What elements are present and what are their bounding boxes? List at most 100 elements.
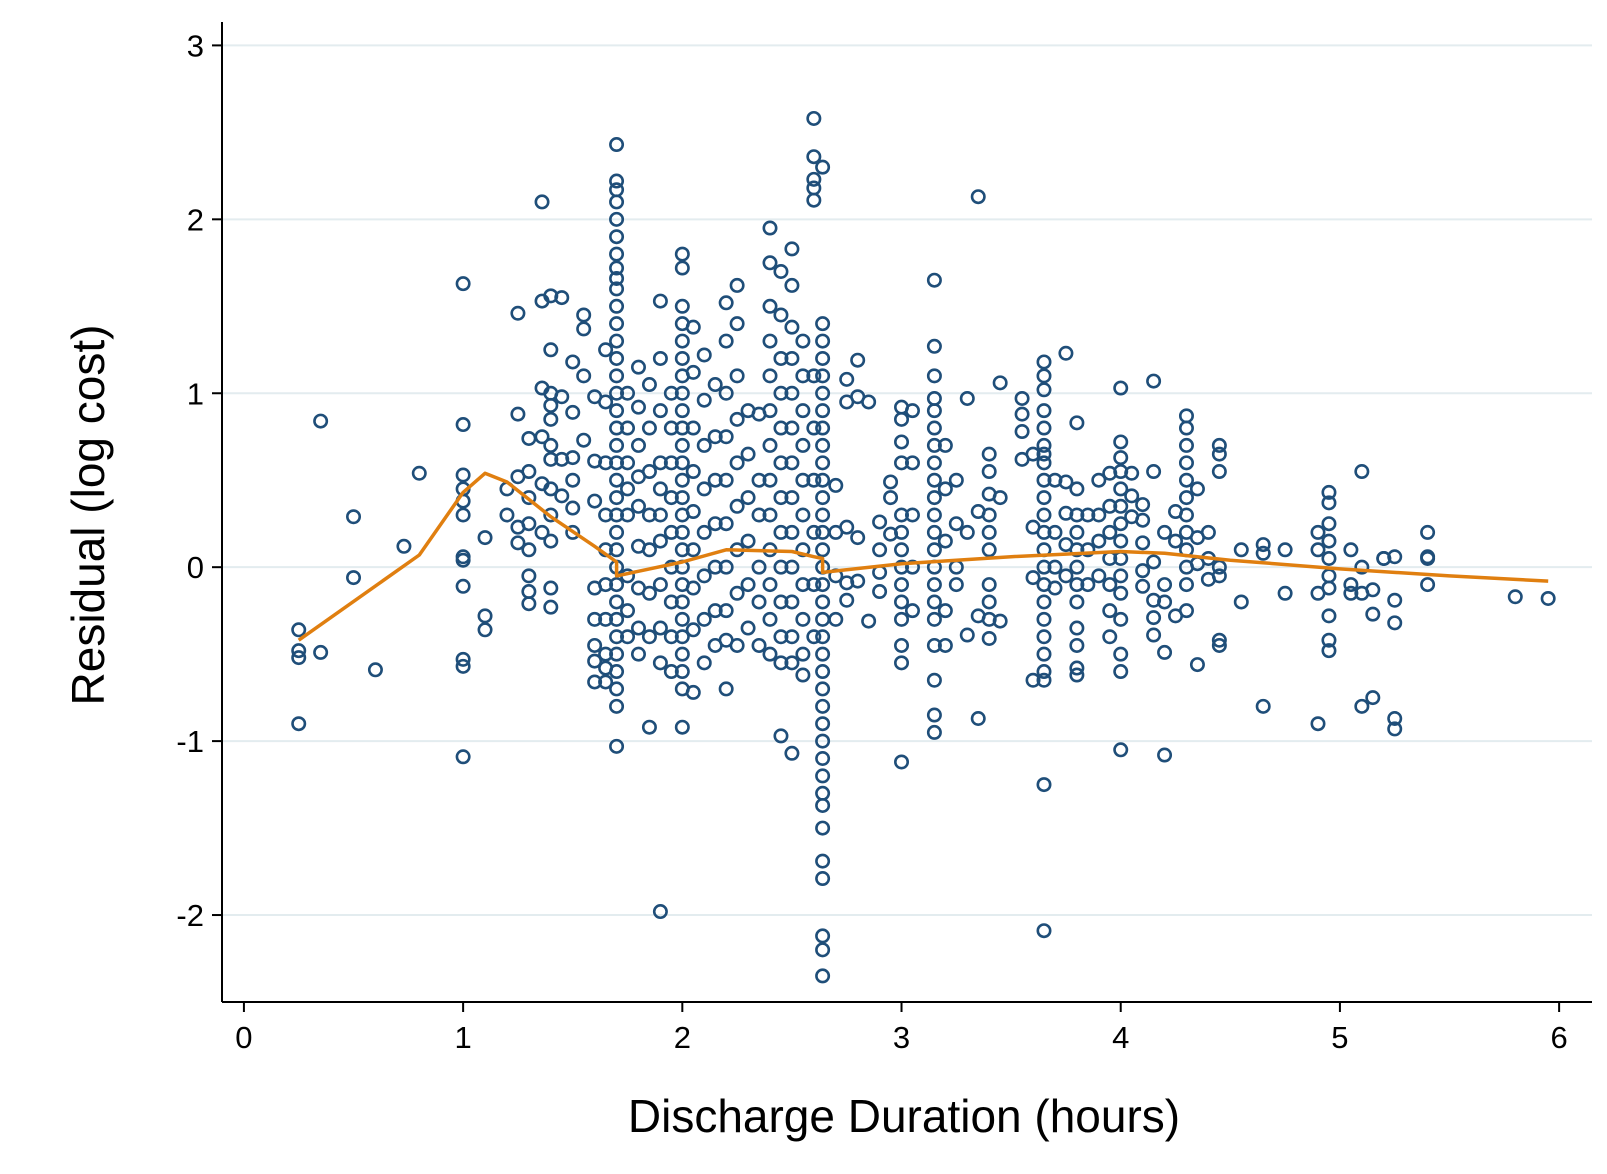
- scatter-point: [1036, 507, 1052, 523]
- scatter-point: [751, 507, 767, 523]
- scatter-point: [598, 674, 614, 690]
- scatter-point: [784, 455, 800, 471]
- scatter-point: [598, 646, 614, 662]
- scatter-point: [1387, 721, 1403, 737]
- scatter-point: [1135, 563, 1151, 579]
- scatter-point: [1113, 611, 1129, 627]
- scatter-point: [981, 577, 997, 593]
- scatter-point: [521, 542, 537, 558]
- scatter-point: [587, 674, 603, 690]
- scatter-point: [948, 516, 964, 532]
- scatter-point: [1310, 716, 1326, 732]
- scatter-point: [565, 354, 581, 370]
- scatter-point: [641, 542, 657, 558]
- scatter-point: [674, 611, 690, 627]
- scatter-point: [981, 594, 997, 610]
- scatter-point: [609, 524, 625, 540]
- scatter-point: [926, 672, 942, 688]
- scatter-point: [1036, 777, 1052, 793]
- scatter-point: [674, 420, 690, 436]
- scatter-point: [620, 385, 636, 401]
- scatter-point: [1387, 549, 1403, 565]
- scatter-point: [815, 420, 831, 436]
- scatter-point: [773, 594, 789, 610]
- scatter-point: [1036, 354, 1052, 370]
- scatter-point: [926, 338, 942, 354]
- scatter-point: [1124, 488, 1140, 504]
- scatter-point: [521, 464, 537, 480]
- scatter-point: [1255, 545, 1271, 561]
- scatter-point: [554, 290, 570, 306]
- scatter-point: [1135, 497, 1151, 513]
- scatter-point: [1113, 450, 1129, 466]
- scatter-point: [346, 570, 362, 586]
- scatter-point: [904, 507, 920, 523]
- scatter-point: [1189, 657, 1205, 673]
- scatter-point: [773, 490, 789, 506]
- scatter-point: [598, 394, 614, 410]
- scatter-point: [685, 622, 701, 638]
- scatter-point: [981, 630, 997, 646]
- scatter-point: [828, 611, 844, 627]
- scatter-point: [663, 490, 679, 506]
- scatter-point: [609, 182, 625, 198]
- scatter-point: [740, 533, 756, 549]
- scatter-point: [652, 655, 668, 671]
- scatter-point: [630, 620, 646, 636]
- scatter-point: [696, 524, 712, 540]
- scatter-point: [674, 403, 690, 419]
- scatter-point: [1124, 465, 1140, 481]
- scatter-point: [762, 220, 778, 236]
- scatter-point: [1255, 537, 1271, 553]
- scatter-point: [806, 192, 822, 208]
- scatter-point: [926, 707, 942, 723]
- scatter-point: [1036, 611, 1052, 627]
- scatter-point: [620, 481, 636, 497]
- scatter-point: [784, 629, 800, 645]
- scatter-point: [1135, 578, 1151, 594]
- scatter-point: [1146, 610, 1162, 626]
- scatter-point: [981, 446, 997, 462]
- scatter-point: [1255, 698, 1271, 714]
- scatter-point: [598, 455, 614, 471]
- scatter-point: [609, 270, 625, 286]
- scatter-point: [815, 403, 831, 419]
- scatter-point: [1387, 592, 1403, 608]
- scatter-point: [521, 568, 537, 584]
- scatter-point: [784, 277, 800, 293]
- scatter-point: [685, 420, 701, 436]
- scatter-point: [795, 542, 811, 558]
- scatter-point: [1014, 424, 1030, 440]
- scatter-point: [609, 472, 625, 488]
- scatter-point: [926, 542, 942, 558]
- scatter-point: [576, 307, 592, 323]
- scatter-point: [1036, 672, 1052, 688]
- scatter-point: [1354, 698, 1370, 714]
- scatter-point: [1113, 380, 1129, 396]
- scatter-point: [609, 738, 625, 754]
- scatter-point: [630, 437, 646, 453]
- scatter-point: [630, 498, 646, 514]
- scatter-point: [762, 298, 778, 314]
- scatter-point: [883, 490, 899, 506]
- scatter-point: [663, 385, 679, 401]
- scatter-point: [674, 542, 690, 558]
- scatter-point: [685, 364, 701, 380]
- scatter-point: [609, 385, 625, 401]
- scatter-point: [1178, 577, 1194, 593]
- scatter-point: [1080, 577, 1096, 593]
- scatter-point: [674, 524, 690, 540]
- scatter-point: [718, 295, 734, 311]
- scatter-point: [926, 403, 942, 419]
- scatter-point: [773, 524, 789, 540]
- scatter-point: [762, 646, 778, 662]
- scatter-point: [729, 411, 745, 427]
- scatter-point: [455, 552, 471, 568]
- scatter-point: [609, 698, 625, 714]
- scatter-point: [1069, 559, 1085, 575]
- scatter-point: [576, 368, 592, 384]
- scatter-point: [926, 368, 942, 384]
- scatter-point: [937, 437, 953, 453]
- scatter-point: [1365, 582, 1381, 598]
- scatter-point: [815, 159, 831, 175]
